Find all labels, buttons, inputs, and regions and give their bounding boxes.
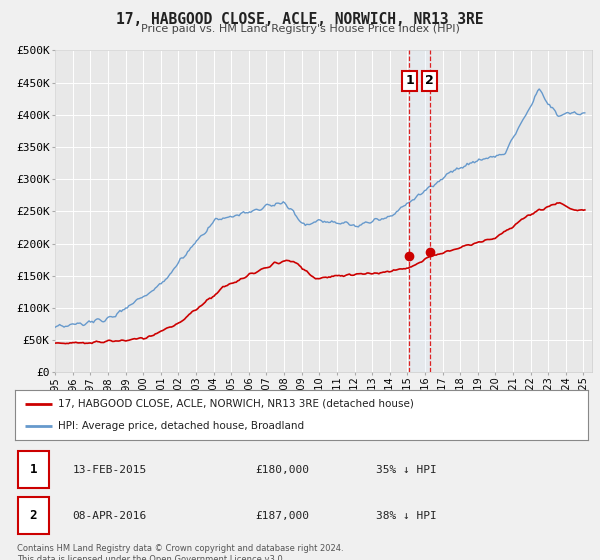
- Text: 38% ↓ HPI: 38% ↓ HPI: [376, 511, 437, 521]
- Text: £180,000: £180,000: [256, 465, 310, 475]
- Text: 17, HABGOOD CLOSE, ACLE, NORWICH, NR13 3RE (detached house): 17, HABGOOD CLOSE, ACLE, NORWICH, NR13 3…: [58, 399, 414, 409]
- Text: HPI: Average price, detached house, Broadland: HPI: Average price, detached house, Broa…: [58, 421, 304, 431]
- Text: 1: 1: [29, 463, 37, 477]
- Text: 35% ↓ HPI: 35% ↓ HPI: [376, 465, 437, 475]
- Text: 13-FEB-2015: 13-FEB-2015: [73, 465, 146, 475]
- Text: 1: 1: [405, 74, 414, 87]
- Text: 2: 2: [425, 74, 434, 87]
- Text: Contains HM Land Registry data © Crown copyright and database right 2024.
This d: Contains HM Land Registry data © Crown c…: [17, 544, 343, 560]
- Text: 2: 2: [29, 509, 37, 522]
- Text: 08-APR-2016: 08-APR-2016: [73, 511, 146, 521]
- Bar: [409, 50, 430, 372]
- FancyBboxPatch shape: [18, 451, 49, 488]
- FancyBboxPatch shape: [18, 497, 49, 534]
- Text: Price paid vs. HM Land Registry's House Price Index (HPI): Price paid vs. HM Land Registry's House …: [140, 24, 460, 34]
- Text: £187,000: £187,000: [256, 511, 310, 521]
- Text: 17, HABGOOD CLOSE, ACLE, NORWICH, NR13 3RE: 17, HABGOOD CLOSE, ACLE, NORWICH, NR13 3…: [116, 12, 484, 27]
